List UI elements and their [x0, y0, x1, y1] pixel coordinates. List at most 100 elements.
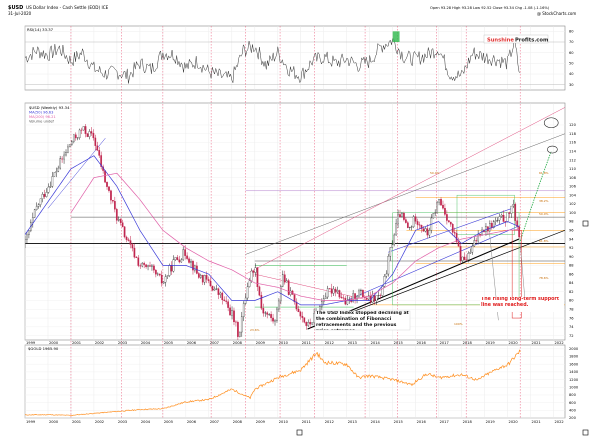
- corner-marker: [583, 430, 588, 435]
- price-candle-body: [462, 257, 463, 261]
- x-tick-label: 2002: [95, 341, 104, 345]
- price-candle-body: [507, 213, 508, 222]
- gold-panel-frame: [25, 345, 565, 418]
- price-candle-body: [89, 131, 90, 136]
- price-candle-body: [32, 217, 33, 223]
- fib-label: 100%: [454, 322, 463, 326]
- corner-marker: [297, 430, 302, 435]
- price-candle-body: [175, 257, 176, 259]
- x-tick-label: 2019: [486, 341, 496, 345]
- x-tick-label: 2022: [555, 341, 564, 345]
- price-candle-body: [308, 322, 309, 326]
- price-candle-body: [52, 176, 53, 186]
- legend-volume: Volume undef: [29, 120, 55, 124]
- price-candle-body: [110, 191, 111, 200]
- main-tick-label: 76: [569, 316, 574, 320]
- price-candle-body: [247, 287, 248, 298]
- price-candle-body: [376, 296, 377, 301]
- rsi-tick-label: 80: [569, 30, 574, 34]
- price-candle-body: [149, 266, 150, 267]
- x-tick-label: 2007: [210, 420, 219, 424]
- main-tick-label: 88: [569, 264, 574, 268]
- price-candle-body: [495, 220, 496, 221]
- price-candle-body: [186, 256, 187, 259]
- price-candle-body: [448, 221, 449, 223]
- main-tick-label: 96: [569, 228, 574, 232]
- price-candle-body: [143, 263, 144, 265]
- price-candle-body: [26, 235, 27, 240]
- x-tick-label: 2015: [394, 341, 403, 345]
- price-candle-body: [212, 286, 213, 290]
- price-candle-body: [327, 289, 328, 297]
- price-candle-body: [366, 298, 367, 299]
- gold-tick-label: 1200: [569, 378, 579, 382]
- x-tick-label: 2000: [49, 420, 59, 424]
- price-candle-body: [407, 223, 408, 228]
- price-candle-body: [433, 214, 434, 218]
- x-tick-label: 2001: [72, 341, 81, 345]
- x-tick-label: 2020: [509, 420, 519, 424]
- x-tick-label: 2003: [118, 420, 127, 424]
- price-candle-body: [390, 248, 391, 256]
- price-candle-body: [309, 322, 310, 324]
- price-candle-body: [130, 241, 131, 245]
- price-candle-body: [259, 287, 260, 295]
- x-tick-label: 2004: [141, 341, 151, 345]
- gold-tick-label: 1600: [569, 362, 579, 366]
- price-candle-body: [151, 266, 152, 267]
- price-candle-body: [386, 274, 387, 276]
- price-candle-body: [405, 220, 406, 223]
- price-candle-body: [501, 215, 502, 216]
- price-candle-body: [200, 275, 201, 277]
- price-candle-body: [204, 275, 205, 282]
- annotation-fibonacci: The USD Index stopped declining at the c…: [315, 311, 410, 330]
- price-candle-body: [85, 126, 86, 133]
- price-candle-body: [124, 227, 125, 237]
- price-candle-body: [302, 316, 303, 318]
- price-candle-body: [419, 225, 420, 226]
- price-candle-body: [382, 286, 383, 295]
- price-candle-body: [388, 256, 389, 274]
- price-candle-body: [266, 313, 267, 315]
- price-candle-body: [34, 210, 35, 217]
- x-tick-label: 2011: [302, 341, 311, 345]
- price-candle-body: [472, 246, 473, 252]
- price-candle-body: [69, 145, 70, 147]
- x-tick-label: 2018: [463, 341, 473, 345]
- rsi-overbought-fill: [393, 31, 400, 42]
- main-tick-label: 82: [569, 290, 574, 294]
- legend-ma200: MA(200) 96.21: [29, 115, 56, 119]
- price-candle-body: [184, 250, 185, 256]
- price-candle-body: [481, 230, 482, 235]
- price-candle-body: [95, 138, 96, 146]
- x-tick-label: 2003: [118, 341, 127, 345]
- x-tick-label: 2000: [49, 341, 59, 345]
- price-candle-body: [442, 205, 443, 208]
- price-candle-body: [415, 217, 416, 222]
- price-candle-body: [206, 275, 207, 279]
- price-candle-body: [24, 240, 25, 244]
- price-candle-body: [28, 231, 29, 235]
- price-candle-body: [218, 289, 219, 295]
- x-tick-label: 2005: [164, 420, 173, 424]
- price-candle-body: [239, 332, 240, 337]
- sunshine-profits-logo: Sunshine Profits.com: [484, 35, 548, 44]
- price-candle-body: [36, 206, 37, 209]
- price-candle-body: [140, 266, 141, 267]
- price-candle-body: [222, 293, 223, 300]
- price-candle-body: [104, 171, 105, 183]
- price-candle-body: [335, 289, 336, 292]
- price-candle-body: [397, 214, 398, 223]
- price-candle-body: [460, 246, 461, 260]
- main-tick-label: 118: [569, 132, 577, 136]
- x-tick-label: 2008: [233, 341, 243, 345]
- main-tick-label: 116: [569, 141, 577, 145]
- price-candle-body: [272, 318, 273, 321]
- price-candle-body: [169, 265, 170, 275]
- price-candle-body: [464, 257, 465, 260]
- price-candle-body: [475, 240, 476, 241]
- price-candle-body: [58, 168, 59, 171]
- price-candle-body: [255, 268, 256, 273]
